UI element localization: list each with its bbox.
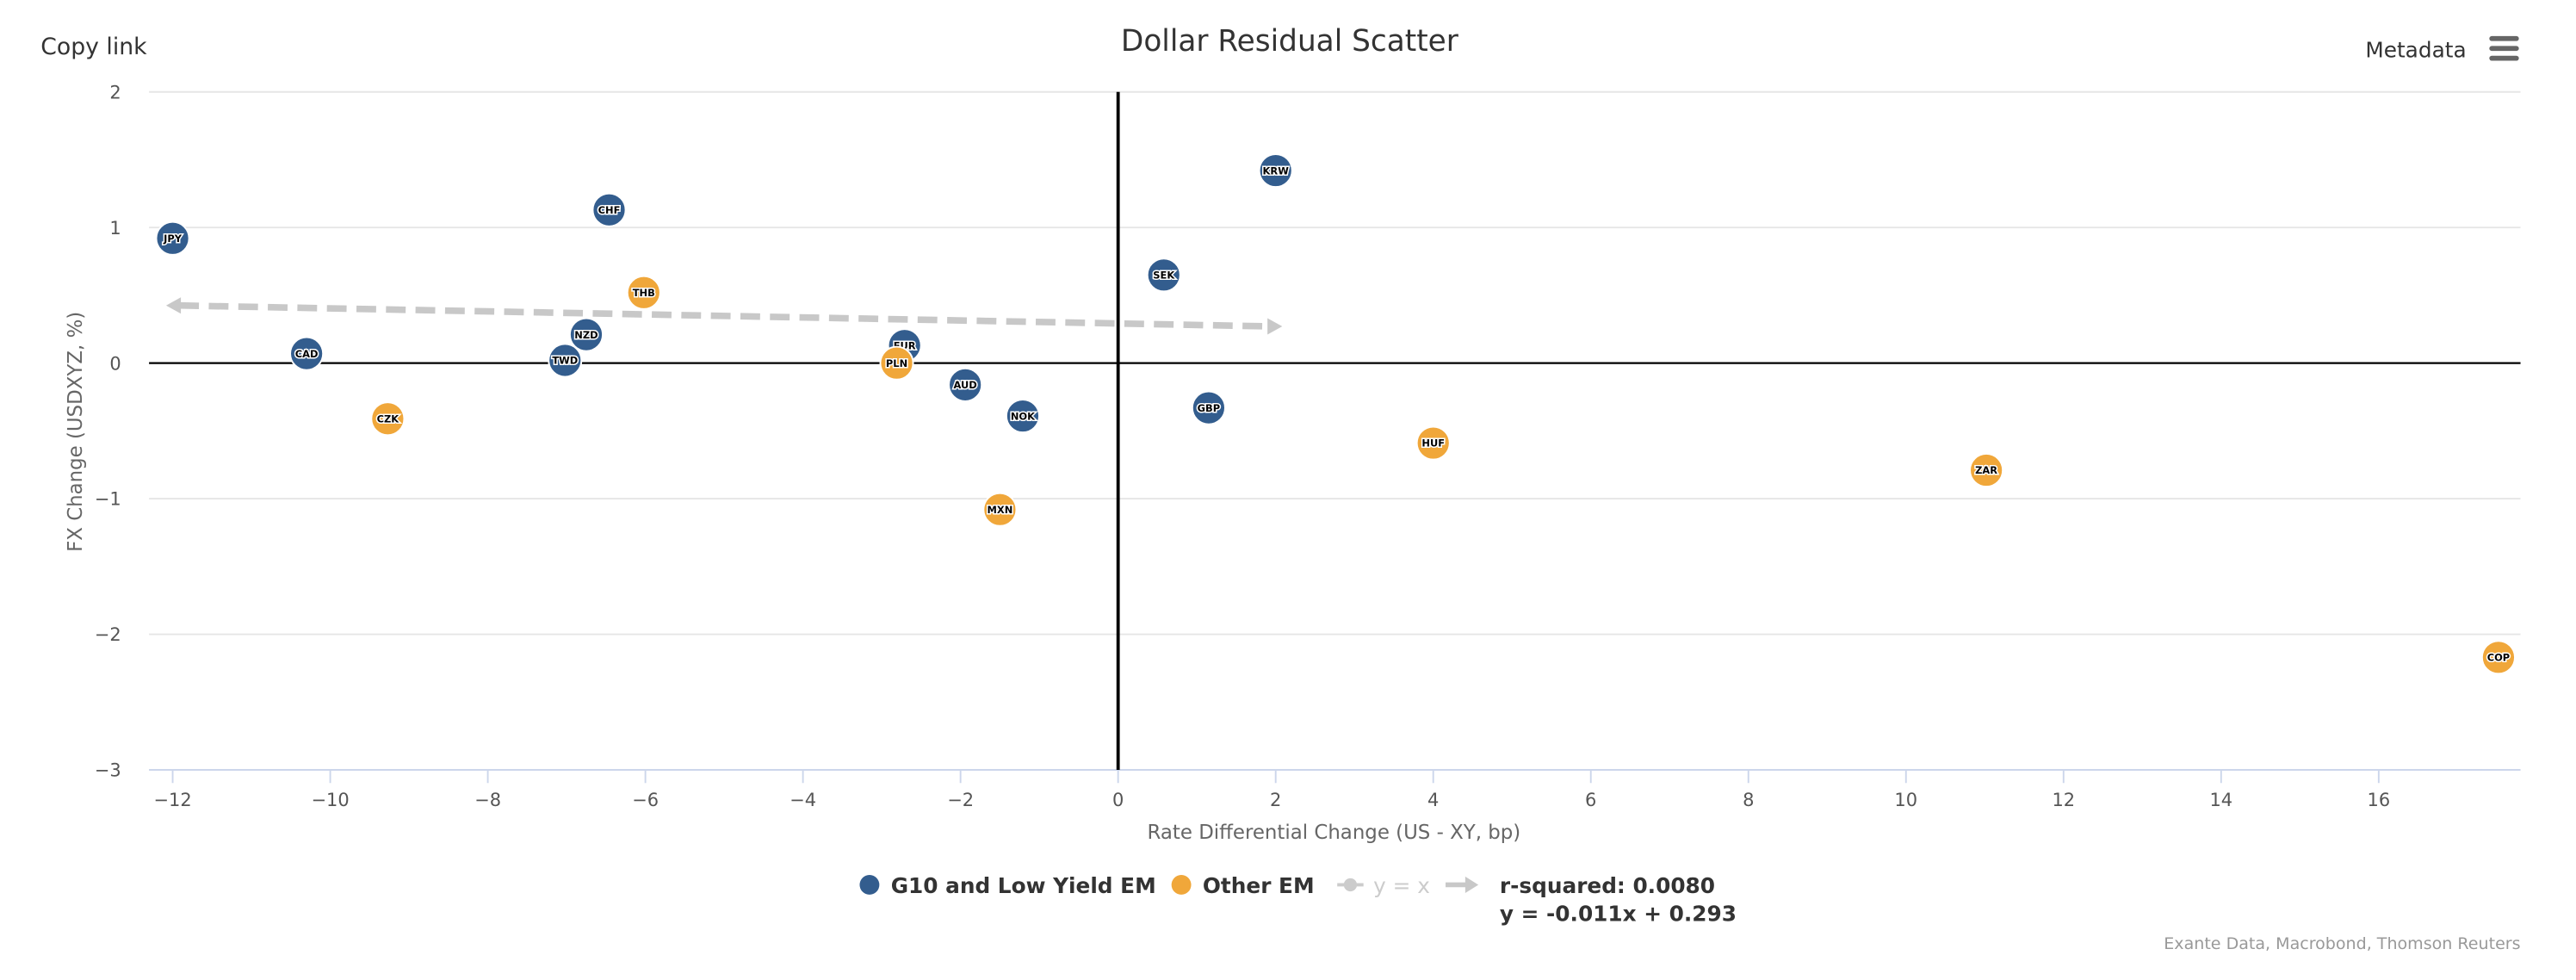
legend: G10 and Low Yield EM Other EM y = x r-sq…: [859, 873, 1737, 926]
data-point-twd: [548, 343, 583, 378]
legend-marker: [1171, 875, 1192, 895]
x-tick-label: 2: [1270, 790, 1281, 810]
metadata-button[interactable]: Metadata: [2365, 38, 2466, 63]
data-label: SEK: [1153, 270, 1175, 282]
x-axis-label: Rate Differential Change (US - XY, bp): [1148, 822, 1521, 844]
data-point-huf: [1415, 425, 1451, 461]
x-tick-label: 10: [1894, 790, 1917, 810]
data-label: KRW: [1263, 164, 1290, 177]
x-tick-label: −4: [790, 790, 816, 810]
data-label: HUF: [1421, 437, 1445, 450]
source-credit: Exante Data, Macrobond, Thomson Reuters: [2164, 934, 2520, 953]
data-label: CAD: [295, 348, 319, 360]
data-label: ZAR: [1975, 464, 1997, 476]
legend-marker: [859, 875, 880, 895]
legend-marker: [1343, 878, 1358, 892]
legend-item-identity[interactable]: y = x: [1337, 873, 1430, 898]
data-label: CHF: [598, 204, 621, 216]
data-point-chf: [591, 192, 627, 227]
data-point-thb: [626, 275, 661, 310]
data-label: COP: [2487, 652, 2510, 664]
data-label: AUD: [954, 379, 977, 391]
data-point-mxn: [982, 492, 1018, 527]
x-tick-label: −6: [632, 790, 659, 810]
arrow-right-icon: [1267, 318, 1283, 335]
trendline-path: [179, 301, 1270, 330]
y-tick-label: 1: [109, 218, 121, 239]
y-tick-label: 0: [109, 353, 121, 374]
data-label: GBP: [1198, 402, 1220, 414]
data-point-nok: [1005, 399, 1040, 434]
legend-label: y = x: [1373, 873, 1430, 898]
x-tick-label: 6: [1585, 790, 1596, 810]
data-label: MXN: [988, 504, 1013, 516]
legend-item-trendline[interactable]: r-squared: 0.0080 y = -0.011x + 0.293: [1445, 873, 1737, 926]
legend-equation: y = -0.011x + 0.293: [1500, 901, 1737, 926]
data-point-cop: [2480, 640, 2516, 675]
arrow-icon: [1464, 876, 1479, 893]
y-tick-label: 2: [109, 82, 121, 102]
data-label: CZK: [377, 412, 400, 425]
data-point-krw: [1258, 153, 1293, 189]
data-label: PLN: [886, 357, 907, 369]
x-tick-label: 8: [1743, 790, 1754, 810]
y-tick-label: −1: [95, 489, 121, 510]
data-point-aud: [948, 367, 983, 402]
x-tick-label: 4: [1427, 790, 1439, 810]
data-point-nzd: [568, 317, 604, 352]
y-tick-label: −2: [95, 624, 121, 645]
data-label: THB: [633, 287, 655, 299]
data-label: TWD: [552, 355, 578, 367]
chart-title: Dollar Residual Scatter: [1121, 24, 1459, 59]
x-tick-label: −10: [311, 790, 349, 810]
y-tick-label: −3: [95, 760, 121, 781]
x-tick-label: 16: [2368, 790, 2391, 810]
arrow-left-icon: [165, 297, 182, 314]
y-axis-label: FX Change (USDXYZ, %): [65, 312, 87, 552]
hamburger-menu-icon[interactable]: [2489, 35, 2519, 61]
data-label: NZD: [574, 329, 598, 341]
data-label: JPY: [163, 233, 183, 245]
legend-item-g10[interactable]: G10 and Low Yield EM: [859, 873, 1156, 898]
x-tick-label: −12: [153, 790, 191, 810]
trendline: [165, 297, 1283, 335]
x-tick-label: 0: [1112, 790, 1124, 810]
legend-label: G10 and Low Yield EM: [891, 873, 1156, 898]
x-tick-label: 12: [2052, 790, 2075, 810]
data-point-sek: [1146, 257, 1181, 293]
data-label: NOK: [1011, 410, 1036, 422]
data-point-czk: [370, 401, 406, 437]
x-tick-label: −8: [474, 790, 501, 810]
data-point-zar: [1969, 453, 2004, 488]
x-tick-label: 14: [2209, 790, 2232, 810]
data-points: JPYCADCHFNZDTWDEURAUDNOKSEKKRWGBPCZKTHBP…: [155, 153, 2516, 675]
legend-item-other-em[interactable]: Other EM: [1171, 873, 1315, 898]
data-point-cad: [289, 336, 325, 371]
x-tick-label: −2: [947, 790, 974, 810]
copy-link-button[interactable]: Copy link: [40, 34, 147, 60]
data-point-gbp: [1191, 390, 1226, 425]
data-point-jpy: [155, 220, 190, 256]
legend-label: Other EM: [1203, 873, 1315, 898]
data-point-pln: [879, 345, 914, 381]
grid: [149, 90, 2521, 771]
legend-label: r-squared: 0.0080: [1500, 873, 1715, 898]
